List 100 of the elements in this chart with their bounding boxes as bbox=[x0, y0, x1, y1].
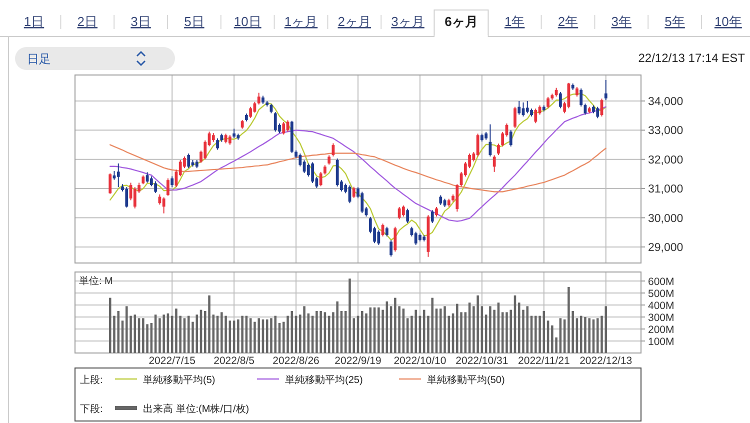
candlestick bbox=[319, 171, 322, 187]
text: 1ヶ月 bbox=[284, 14, 318, 29]
candlestick bbox=[162, 196, 166, 214]
candlestick bbox=[228, 134, 232, 146]
bar bbox=[274, 316, 277, 353]
bar bbox=[208, 295, 210, 353]
candlestick bbox=[270, 103, 273, 114]
bar bbox=[320, 311, 322, 353]
candlestick bbox=[518, 100, 521, 116]
candlestick bbox=[526, 100, 529, 114]
bar bbox=[551, 325, 554, 353]
y-tick-label: 500M bbox=[648, 288, 674, 300]
bar bbox=[142, 318, 144, 353]
y-tick-label: 29,000 bbox=[648, 242, 684, 254]
candlestick bbox=[476, 133, 480, 157]
candlestick bbox=[497, 143, 500, 156]
y-tick-label: 400M bbox=[648, 300, 674, 312]
candlestick bbox=[125, 186, 128, 208]
x-tick-label: 2022/10/10 bbox=[394, 355, 446, 367]
x-tick-label: 2022/10/31 bbox=[456, 355, 508, 367]
bar bbox=[588, 318, 590, 353]
x-tick-label: 2022/8/26 bbox=[272, 355, 320, 367]
bar bbox=[444, 306, 446, 353]
bar bbox=[162, 314, 165, 353]
bar bbox=[584, 317, 586, 353]
candlestick bbox=[394, 226, 397, 252]
candlestick bbox=[116, 162, 120, 188]
annotation: 単位: M bbox=[79, 275, 113, 287]
text: 3年 bbox=[611, 14, 632, 29]
candlestick bbox=[133, 186, 136, 209]
candlestick bbox=[456, 184, 459, 212]
candlestick bbox=[108, 172, 112, 194]
candlestick bbox=[435, 206, 438, 218]
candlestick bbox=[306, 162, 310, 178]
bar bbox=[158, 318, 161, 353]
bar bbox=[382, 310, 384, 353]
bar bbox=[237, 319, 240, 353]
bar bbox=[506, 312, 508, 353]
text: 22/12/13 17:14 EST bbox=[638, 51, 746, 65]
text: 10年 bbox=[714, 14, 742, 29]
candlestick bbox=[514, 106, 516, 129]
bar bbox=[518, 302, 520, 353]
candlestick bbox=[154, 180, 158, 194]
bar bbox=[348, 278, 351, 353]
bar bbox=[117, 311, 120, 353]
text: 6ヶ月 bbox=[444, 14, 478, 29]
bar bbox=[270, 318, 272, 353]
candlestick bbox=[406, 208, 410, 224]
bar bbox=[456, 304, 458, 353]
candlestick bbox=[492, 154, 496, 172]
legend-title: 上段: bbox=[80, 374, 103, 386]
bar bbox=[360, 311, 364, 353]
bar bbox=[378, 307, 380, 353]
y-tick-label: 600M bbox=[648, 276, 674, 288]
bar bbox=[286, 316, 289, 353]
candlestick bbox=[546, 96, 550, 109]
bar bbox=[431, 298, 434, 353]
candlestick bbox=[439, 194, 442, 206]
candlestick bbox=[352, 186, 356, 198]
bar bbox=[489, 306, 492, 353]
bar bbox=[394, 298, 396, 353]
x-tick-label: 2022/11/21 bbox=[518, 355, 570, 367]
candlestick bbox=[596, 106, 600, 119]
y-tick-label: 33,000 bbox=[648, 125, 684, 138]
text: 3日 bbox=[130, 14, 151, 29]
bar bbox=[126, 306, 128, 353]
bar bbox=[568, 287, 570, 353]
bar bbox=[538, 316, 541, 353]
candlestick bbox=[604, 79, 608, 101]
candlestick bbox=[187, 153, 190, 169]
bar bbox=[439, 308, 442, 353]
candlestick bbox=[580, 88, 583, 108]
x-tick-label: 2022/8/5 bbox=[214, 355, 255, 367]
text: 2ヶ月 bbox=[338, 14, 372, 29]
line-series bbox=[110, 106, 606, 222]
bar bbox=[303, 306, 306, 353]
candlestick bbox=[257, 92, 260, 105]
legend-label: 出来高 単位:(M株/口/枚) bbox=[143, 403, 250, 415]
bar bbox=[196, 314, 198, 353]
y-tick-label: 200M bbox=[648, 324, 674, 336]
legend-label: 単純移動平均(25) bbox=[285, 374, 363, 386]
candlestick bbox=[576, 86, 578, 98]
candlestick bbox=[509, 130, 512, 148]
candlestick bbox=[558, 91, 562, 109]
bar bbox=[316, 311, 318, 353]
text: 10日 bbox=[234, 14, 262, 29]
candlestick bbox=[158, 194, 162, 206]
candlestick bbox=[328, 154, 331, 166]
candlestick bbox=[170, 176, 174, 188]
x-tick-label: 2022/7/15 bbox=[148, 355, 196, 367]
y-tick-label: 300M bbox=[648, 312, 674, 324]
bar bbox=[414, 310, 417, 353]
y-tick-label: 30,000 bbox=[648, 212, 684, 225]
y-tick-label: 32,000 bbox=[648, 154, 684, 166]
bar bbox=[108, 298, 112, 353]
bar bbox=[510, 310, 512, 353]
bar bbox=[224, 316, 227, 353]
candlestick bbox=[274, 112, 277, 132]
x-tick-label: 2022/12/13 bbox=[580, 355, 632, 367]
legend-label: 単純移動平均(5) bbox=[143, 374, 216, 386]
